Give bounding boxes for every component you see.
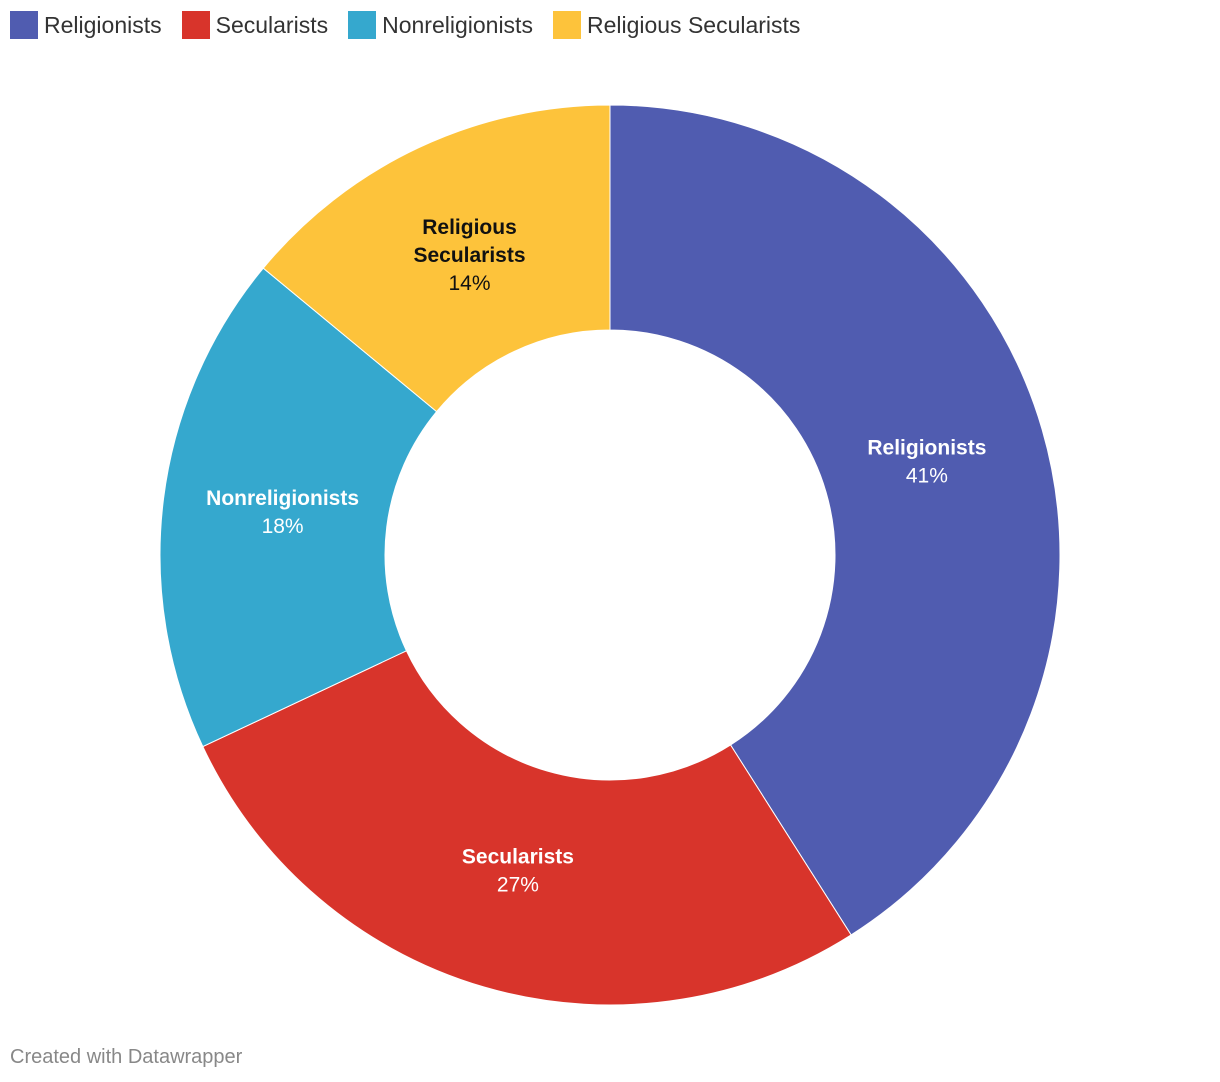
slice-label-name-nonreligionists-0: Nonreligionists [206, 487, 359, 510]
slice-label-value-religionists: 41% [906, 464, 948, 487]
legend-item-nonreligionists: Nonreligionists [348, 11, 533, 39]
slice-religious-secularists [262, 104, 611, 413]
slice-label-name-secularists-0: Secularists [462, 845, 574, 868]
slice-secularists [202, 650, 852, 1006]
legend-swatch-religionists [10, 11, 38, 39]
slice-label-name-religious-secularists-1: Secularists [413, 244, 525, 267]
chart-legend: Religionists Secularists Nonreligionists… [10, 11, 820, 39]
legend-item-secularists: Secularists [181, 11, 329, 39]
slice-label-religionists: Religionists 41% [867, 436, 986, 487]
legend-swatch-secularists [181, 11, 210, 39]
slice-label-secularists: Secularists 27% [462, 845, 574, 896]
legend-label-nonreligionists: Nonreligionists [382, 11, 533, 38]
slice-label-nonreligionists: Nonreligionists 18% [206, 487, 359, 538]
legend-item-religious-secularists: Religious Secularists [552, 11, 801, 39]
footer-credit: Created with Datawrapper [10, 1046, 243, 1068]
slice-religionists [609, 104, 1061, 936]
slice-label-name-religionists-0: Religionists [867, 436, 986, 459]
slice-label-name-religious-secularists-0: Religious [422, 216, 517, 239]
legend-swatch-religious-secularists [552, 11, 581, 39]
slice-label-religious-secularists: Religious Secularists 14% [413, 216, 525, 295]
legend-item-religionists: Religionists [10, 11, 162, 39]
legend-swatch-nonreligionists [348, 11, 377, 39]
slice-label-value-nonreligionists: 18% [262, 515, 304, 538]
donut-slices [159, 104, 1061, 1006]
slice-labels: Religionists 41% Secularists 27% Nonreligion… [206, 216, 986, 896]
slice-label-value-religious-secularists: 14% [448, 272, 490, 295]
slice-label-value-secularists: 27% [497, 873, 539, 896]
slice-nonreligionists [159, 267, 438, 748]
legend-label-religionists: Religionists [44, 11, 162, 38]
legend-label-secularists: Secularists [215, 11, 329, 38]
legend-label-religious-secularists: Religious Secularists [586, 11, 801, 38]
